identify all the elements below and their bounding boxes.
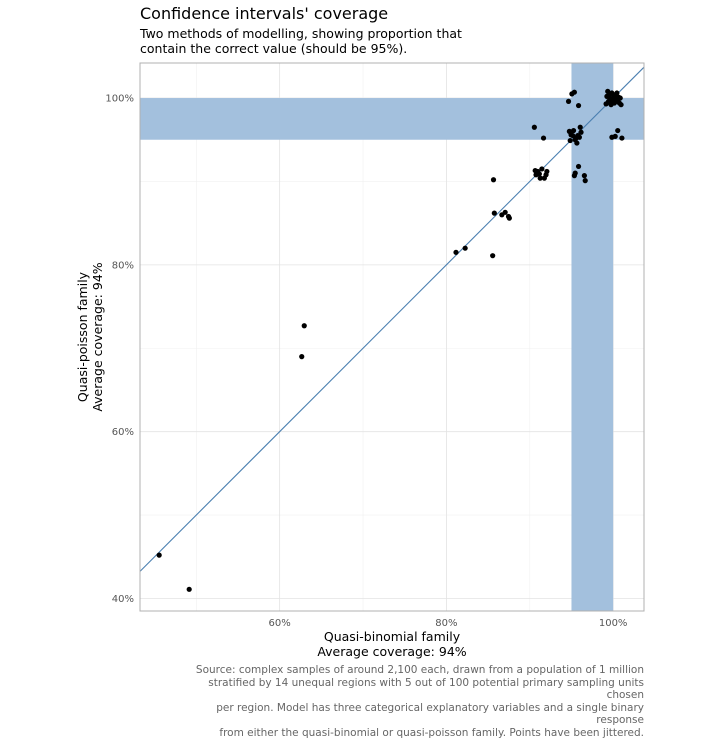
data-point	[566, 99, 571, 104]
x-axis-title: Average coverage: 94%	[317, 644, 466, 659]
data-point	[490, 253, 495, 258]
data-point	[576, 164, 581, 169]
data-point	[578, 130, 583, 135]
data-point	[492, 211, 497, 216]
caption-line: per region. Model has three categorical …	[174, 702, 644, 727]
y-axis-title: Average coverage: 94%	[90, 262, 105, 411]
scatter-chart: 60% 80% 100% 40% 60% 80% 100% Quasi-binomial fa…	[0, 0, 720, 720]
data-point	[157, 553, 162, 558]
data-point	[299, 354, 304, 359]
caption-line: from either the quasi-binomial or quasi-…	[174, 727, 644, 739]
data-point	[491, 177, 496, 182]
data-point	[573, 171, 578, 176]
data-point	[571, 128, 576, 133]
data-point	[619, 135, 624, 140]
plot-border	[140, 63, 644, 611]
caption-line: Source: complex samples of around 2,100 …	[174, 664, 644, 677]
data-point	[544, 169, 549, 174]
y-tick-label: 100%	[105, 94, 134, 105]
y-tick-label: 60%	[112, 427, 134, 438]
data-point	[577, 135, 582, 140]
data-point	[582, 173, 587, 178]
data-point	[187, 587, 192, 592]
data-point	[503, 210, 508, 215]
data-point	[532, 125, 537, 130]
data-point	[576, 103, 581, 108]
x-tick-label: 60%	[269, 618, 291, 629]
data-point	[613, 134, 618, 139]
data-point	[507, 216, 512, 221]
data-point	[453, 250, 458, 255]
data-point	[583, 178, 588, 183]
data-point	[618, 95, 623, 100]
chart-caption: Source: complex samples of around 2,100 …	[174, 664, 644, 739]
data-point	[578, 125, 583, 130]
data-point	[612, 97, 617, 102]
data-point	[574, 140, 579, 145]
x-axis-title: Quasi-binomial family	[324, 629, 461, 644]
data-point	[539, 166, 544, 171]
y-axis-title: Quasi-poisson family	[75, 271, 90, 402]
caption-line: stratified by 14 unequal regions with 5 …	[174, 677, 644, 702]
data-point	[541, 135, 546, 140]
data-point	[568, 138, 573, 143]
data-point	[618, 102, 623, 107]
x-tick-label: 100%	[599, 618, 628, 629]
data-point	[302, 323, 307, 328]
data-point	[572, 90, 577, 95]
data-point	[463, 246, 468, 251]
data-point	[615, 128, 620, 133]
y-tick-label: 80%	[112, 260, 134, 271]
y-tick-label: 40%	[112, 594, 134, 605]
x-tick-label: 80%	[435, 618, 457, 629]
